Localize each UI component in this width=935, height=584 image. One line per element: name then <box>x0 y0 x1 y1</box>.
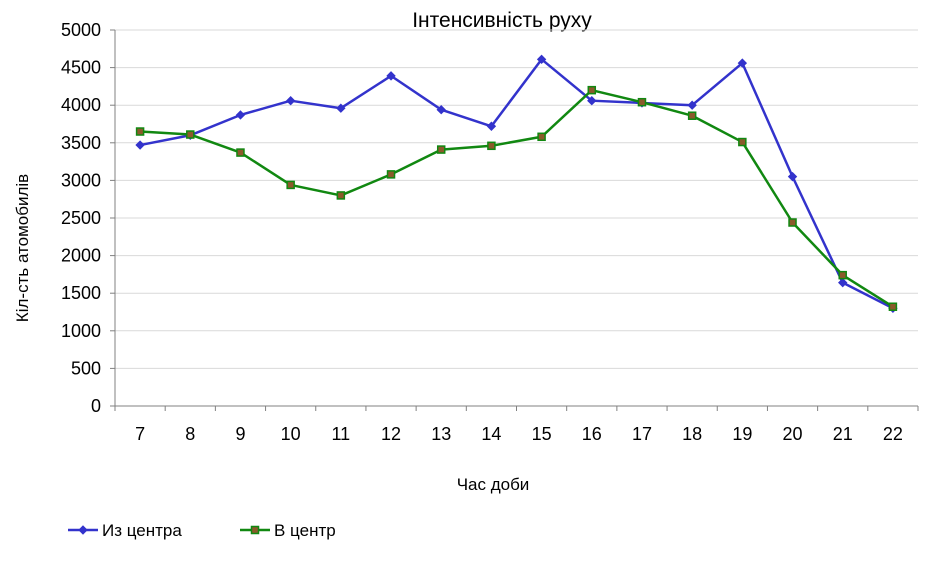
data-point <box>285 95 296 106</box>
data-point <box>537 132 546 142</box>
data-point <box>336 103 346 113</box>
x-tick-label: 14 <box>481 424 501 444</box>
data-point <box>587 95 597 106</box>
chart-title: Інтенсивність руху <box>412 9 592 32</box>
y-tick-label: 1000 <box>61 321 101 341</box>
y-tick-label: 4500 <box>61 58 101 78</box>
x-tick-label: 12 <box>381 424 401 444</box>
data-point <box>235 110 246 120</box>
x-tick-label: 21 <box>833 424 853 444</box>
legend-label-1: Из центра <box>102 521 182 540</box>
data-point <box>687 100 697 110</box>
x-tick-label: 19 <box>732 424 752 444</box>
gridlines <box>115 29 918 369</box>
data-point <box>135 140 145 150</box>
x-tick-label: 20 <box>783 424 803 444</box>
y-tick-label: 500 <box>71 358 101 378</box>
data-point <box>386 170 396 179</box>
data-point <box>888 302 898 311</box>
y-tick-label: 2500 <box>61 208 101 228</box>
x-tick-label: 15 <box>532 424 552 444</box>
data-point <box>788 218 797 227</box>
data-point <box>135 127 145 136</box>
data-point <box>838 277 848 288</box>
x-axis: 7 8 9 10 11 12 13 14 15 16 17 18 19 20 21 22 <box>114 405 919 444</box>
data-point <box>286 180 295 190</box>
data-point <box>637 97 647 107</box>
data-point <box>486 121 497 131</box>
y-tick-label: 5000 <box>61 20 101 40</box>
x-tick-label: 16 <box>582 424 602 444</box>
series-line-2 <box>140 88 894 308</box>
legend-marker-1 <box>78 525 88 535</box>
y-axis-title: Кіл-сть атомобилів <box>13 174 32 322</box>
data-point <box>436 145 446 154</box>
y-tick-label: 0 <box>91 396 101 416</box>
data-point <box>738 137 747 147</box>
x-tick-label: 8 <box>185 424 195 444</box>
x-tick-label: 22 <box>883 424 903 444</box>
data-point <box>687 111 697 120</box>
x-tick-label: 10 <box>281 424 301 444</box>
y-tick-label: 1500 <box>61 283 101 303</box>
x-tick-label: 18 <box>682 424 702 444</box>
y-tick-label: 3500 <box>61 133 101 153</box>
data-point <box>487 141 496 151</box>
legend-label-2: В центр <box>274 521 336 540</box>
data-point <box>737 58 748 68</box>
x-tick-label: 9 <box>235 424 245 444</box>
series-lines <box>135 54 898 313</box>
data-point <box>336 191 346 200</box>
data-point <box>436 105 446 115</box>
legend: Из центра В центр <box>68 521 336 540</box>
y-tick-label: 4000 <box>61 95 101 115</box>
x-tick-label: 7 <box>135 424 145 444</box>
series-line-1 <box>139 58 894 310</box>
data-point <box>587 85 597 95</box>
data-point <box>386 71 396 81</box>
data-point <box>838 270 847 280</box>
data-point <box>536 54 547 65</box>
y-tick-label: 3000 <box>61 170 101 190</box>
data-point <box>236 148 245 157</box>
y-axis: 0 500 1000 1500 2000 2500 3000 3500 4000 4500 5000 <box>61 20 116 416</box>
y-tick-label: 2000 <box>61 246 101 266</box>
x-tick-label: 11 <box>332 424 351 444</box>
data-point <box>787 171 798 182</box>
x-tick-label: 13 <box>431 424 451 444</box>
legend-marker-2 <box>250 525 260 535</box>
x-axis-title: Час доби <box>457 475 530 494</box>
x-tick-label: 17 <box>632 424 652 444</box>
data-point <box>186 130 195 139</box>
